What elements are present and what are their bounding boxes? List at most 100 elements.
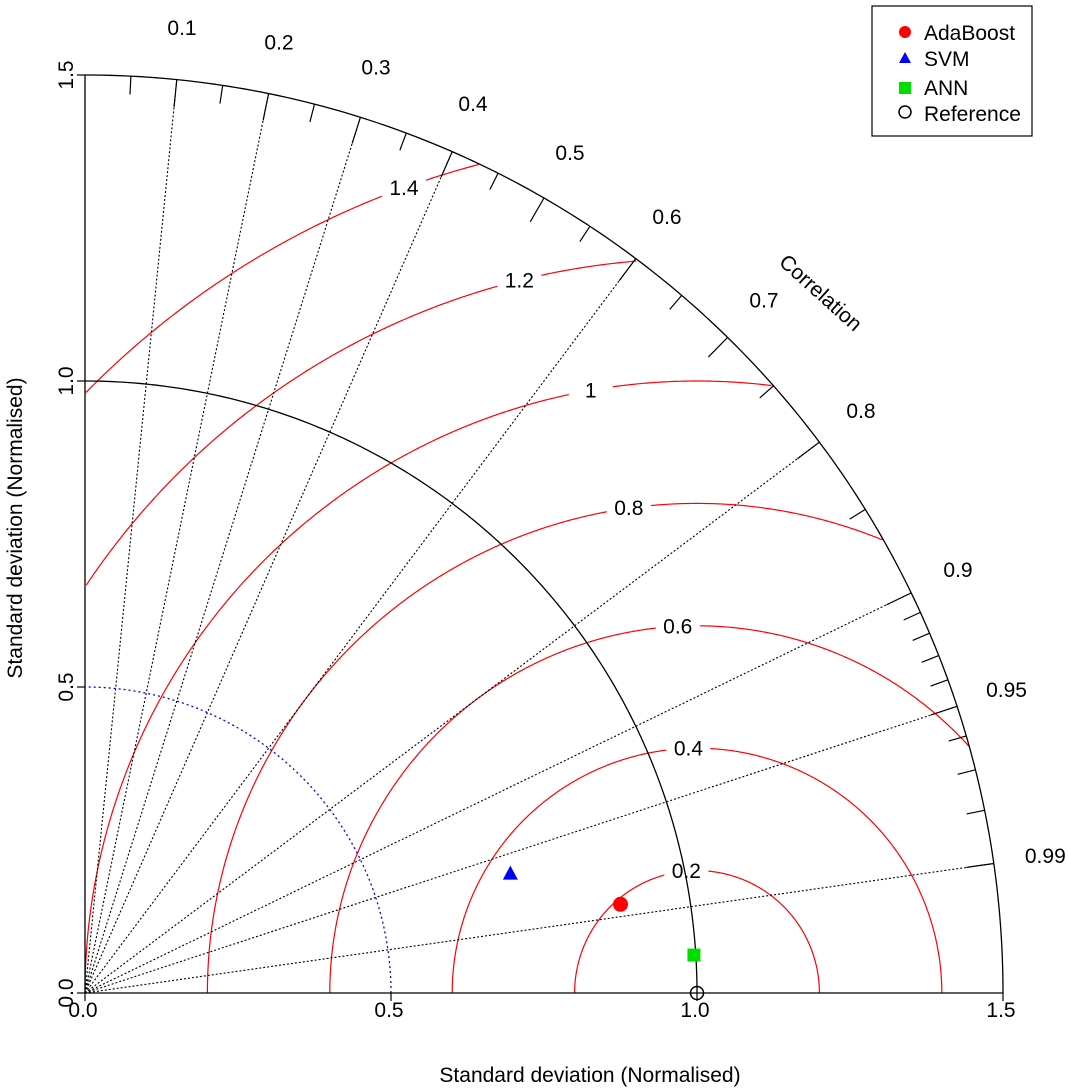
- correlation-tick: [173, 79, 178, 108]
- correlation-tick: [912, 632, 930, 641]
- legend-adaboost-label: AdaBoost: [924, 22, 1015, 45]
- correlation-tick: [707, 336, 729, 358]
- legend: AdaBoost SVM ANN Reference: [871, 5, 1033, 137]
- legend-svm-label: SVM: [924, 48, 970, 71]
- y-tick-label: 1.5: [55, 60, 78, 89]
- tick-labels: 0.00.00.50.51.01.01.51.50.10.20.30.40.50…: [55, 17, 1066, 1022]
- x-tick-label: 0.0: [68, 999, 97, 1022]
- blue-dotted-sd-arc: [84, 686, 392, 994]
- legend-svm-marker: [899, 52, 911, 63]
- correlation-radial-lines: [84, 79, 994, 994]
- correlation-tick: [399, 132, 407, 151]
- y-tick-label: 1.0: [55, 366, 78, 395]
- correlation-tick: [529, 197, 545, 223]
- point-svm: [502, 865, 518, 880]
- reference-sd-arc: [84, 380, 698, 994]
- correlation-line-0.1: [84, 79, 178, 994]
- correlation-tick: [930, 679, 949, 687]
- legend-reference-label: Reference: [924, 103, 1021, 126]
- correlation-tick-label: 0.8: [846, 400, 875, 423]
- legend-ann-marker: [899, 82, 911, 94]
- rmsd-contour-label: 1.4: [389, 177, 419, 200]
- correlation-line-0.2: [84, 93, 270, 994]
- rmsd-contour-label: 0.6: [663, 615, 692, 638]
- legend-adaboost-marker: [899, 26, 911, 38]
- legend-reference-marker: [898, 105, 912, 119]
- correlation-tick-label: 0.5: [555, 142, 584, 165]
- correlation-line-0.9: [84, 592, 912, 994]
- correlation-tick-label: 0.6: [652, 206, 681, 229]
- point-ann: [687, 948, 701, 962]
- correlation-tick: [440, 151, 453, 178]
- correlation-axis-label: Correlation: [774, 250, 866, 336]
- y-tick-label: 0.0: [55, 978, 78, 1007]
- rmsd-contour-label: 0.2: [672, 860, 701, 883]
- correlation-tick: [886, 592, 912, 606]
- correlation-line-0.3: [84, 117, 361, 994]
- legend-box: [871, 5, 1033, 137]
- correlation-tick: [309, 104, 316, 123]
- outer-arc: [84, 74, 1004, 994]
- rmsd-label-bg: [655, 614, 700, 639]
- correlation-tick-label: 0.99: [1025, 845, 1066, 868]
- correlation-tick: [921, 655, 939, 663]
- point-reference: [689, 985, 705, 1001]
- rmsd-contour-1: [84, 380, 772, 994]
- correlation-tick-label: 0.4: [458, 93, 488, 116]
- correlation-tick: [351, 117, 361, 144]
- correlation-tick: [129, 76, 132, 95]
- x-tick-label: 1.5: [986, 999, 1015, 1022]
- rmsd-label-bg: [666, 736, 711, 761]
- rmsd-contour-label: 0.4: [674, 737, 704, 760]
- correlation-tick: [219, 85, 224, 104]
- correlation-tick: [262, 93, 270, 121]
- correlation-tick: [669, 294, 683, 310]
- correlation-line-0.99: [84, 862, 994, 994]
- correlation-tick-label: 0.3: [361, 57, 390, 80]
- x-axis-label: Standard deviation (Normalised): [439, 1064, 740, 1087]
- correlation-tick: [930, 705, 958, 716]
- correlation-tick: [618, 258, 637, 281]
- x-tick-label: 0.5: [374, 999, 403, 1022]
- data-points: [502, 865, 705, 1001]
- rmsd-contour-label: 0.8: [614, 497, 643, 520]
- correlation-tick: [759, 385, 774, 399]
- axes: [84, 75, 1003, 994]
- sd-arcs: [84, 74, 1004, 994]
- correlation-tick: [966, 862, 994, 868]
- correlation-line-0.4: [84, 151, 453, 994]
- correlation-line-0.95: [84, 705, 958, 994]
- correlation-tick-label: 0.2: [264, 32, 293, 55]
- rmsd-contour-1.2: [85, 260, 637, 586]
- rmsd-contour-0.8: [206, 502, 883, 993]
- rmsd-contour-label: 1: [585, 379, 597, 402]
- correlation-tick: [948, 735, 967, 742]
- correlation-tick-label: 0.95: [986, 679, 1027, 702]
- y-tick-label: 0.5: [55, 672, 78, 701]
- correlation-tick-label: 0.9: [943, 559, 972, 582]
- correlation-tick-label: 0.1: [167, 17, 196, 40]
- rmsd-contour-label: 1.2: [505, 269, 534, 292]
- correlation-tick: [797, 441, 820, 460]
- correlation-tick: [966, 809, 985, 815]
- correlation-line-0.6: [84, 258, 637, 994]
- x-tick-label: 1.0: [680, 999, 709, 1022]
- correlation-tick-label: 0.7: [749, 289, 778, 312]
- rmsd-label-bg: [381, 175, 426, 200]
- correlation-tick: [849, 508, 866, 520]
- rmsd-label-bg: [497, 268, 542, 293]
- point-adaboost: [613, 896, 628, 912]
- rmsd-contours: 0.2 0.4 0.6 0.8 1 1.2 1.4: [84, 163, 970, 994]
- correlation-tick: [957, 769, 976, 775]
- correlation-tick: [903, 611, 921, 621]
- y-axis-label: Standard deviation (Normalised): [4, 377, 27, 678]
- correlation-tick: [489, 172, 499, 190]
- correlation-line-0.8: [84, 441, 820, 994]
- rmsd-label-bg: [606, 496, 651, 521]
- correlation-tick: [579, 225, 591, 242]
- rmsd-contour-0.6: [329, 625, 970, 993]
- rmsd-label-bg: [568, 378, 613, 403]
- axis-ticks: [77, 74, 1004, 1001]
- legend-ann-label: ANN: [924, 77, 968, 100]
